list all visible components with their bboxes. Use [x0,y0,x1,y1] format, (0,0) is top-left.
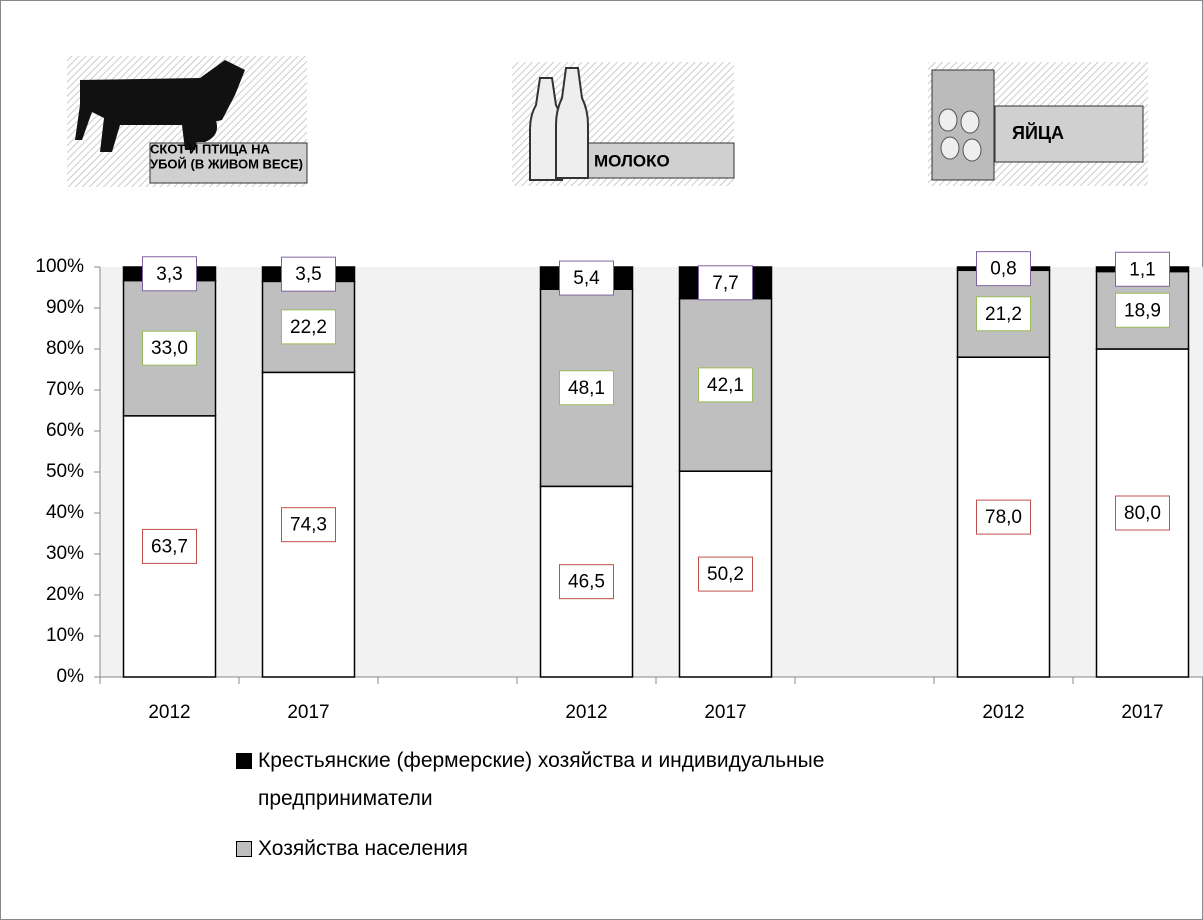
y-tick-label: 70% [46,379,84,400]
data-label: 21,2 [985,304,1022,325]
y-tick-label: 80% [46,338,84,359]
y-tick-label: 100% [35,256,84,277]
y-tick-label: 90% [46,297,84,318]
legend-item: Крестьянские (фермерские) хозяйства и ин… [236,742,998,818]
data-label: 48,1 [568,378,605,399]
y-tick-label: 10% [46,625,84,646]
y-tick-label: 60% [46,420,84,441]
data-label: 50,2 [707,564,744,585]
y-tick-label: 0% [57,666,85,687]
y-tick-label: 40% [46,502,84,523]
icon-caption: УБОЙ (В ЖИВОМ ВЕСЕ) [150,156,303,171]
x-tick-label: 2012 [148,702,190,723]
data-label: 5,4 [573,268,600,289]
y-tick-label: 50% [46,461,84,482]
data-label: 42,1 [707,375,744,396]
icon-caption: МОЛОКО [594,151,670,170]
data-label: 46,5 [568,572,605,593]
y-tick-label: 20% [46,584,84,605]
icon-caption: ЯЙЦА [1012,122,1064,143]
data-label: 33,0 [151,338,188,359]
page: СКОТ И ПТИЦА НАУБОЙ (В ЖИВОМ ВЕСЕ) МОЛОКО… [0,0,1203,920]
data-label: 3,5 [295,264,321,285]
data-label: 1,1 [1129,259,1155,280]
icon-caption: СКОТ И ПТИЦА НА [150,141,270,156]
data-label: 7,7 [712,273,738,294]
data-label: 80,0 [1124,503,1161,524]
data-label: 63,7 [151,536,188,557]
x-tick-label: 2012 [982,702,1024,723]
x-tick-label: 2012 [565,702,607,723]
x-tick-label: 2017 [287,702,329,723]
data-label: 3,3 [156,264,182,285]
legend-item: Хозяйства населения [236,830,998,868]
y-tick-label: 30% [46,543,84,564]
data-label: 78,0 [985,507,1022,528]
data-label: 74,3 [290,515,327,536]
data-label: 22,2 [290,317,327,338]
data-label: 0,8 [990,259,1016,280]
x-tick-label: 2017 [704,702,746,723]
data-label: 18,9 [1124,300,1161,321]
x-tick-label: 2017 [1121,702,1163,723]
legend-label: Хозяйства населения [258,830,998,868]
legend-label: Крестьянские (фермерские) хозяйства и ин… [258,742,998,818]
